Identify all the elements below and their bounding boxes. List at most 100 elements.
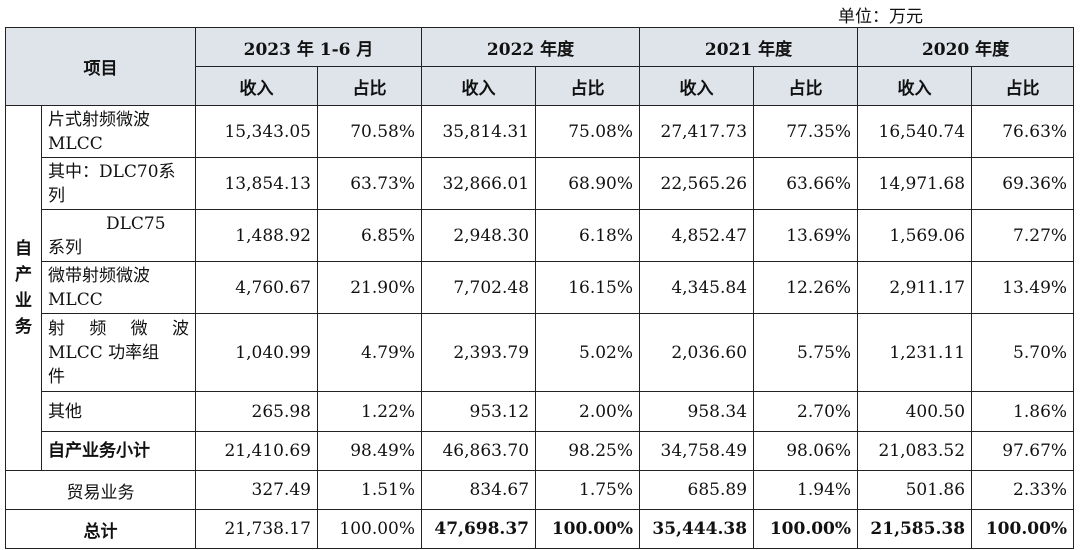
cell-value: 100.00% xyxy=(535,509,641,549)
table-row: 射 频 微 波 MLCC 功率组 件 1,040.99 4.79% 2,393.… xyxy=(6,313,1075,392)
cell-value: 2,393.79 xyxy=(421,313,537,392)
cell-value: 46,863.70 xyxy=(421,431,537,471)
cell-value: 2.33% xyxy=(971,470,1075,510)
cell-value: 47,698.37 xyxy=(421,509,537,549)
cell-value: 35,444.38 xyxy=(639,509,755,549)
cell-value: 1.22% xyxy=(316,391,423,432)
header-revenue: 收入 xyxy=(421,66,537,106)
cell-value: 15,343.05 xyxy=(195,105,318,158)
cell-value: 13.49% xyxy=(971,261,1075,314)
row-label: 自产业务小计 xyxy=(41,431,196,471)
group-label-self-produced: 自产业务 xyxy=(5,105,42,471)
cell-value: 1.94% xyxy=(753,470,859,510)
row-label: 片式射频微波MLCC xyxy=(41,105,196,158)
header-row-metrics: 收入 占比 收入 占比 收入 占比 收入 占比 xyxy=(6,66,1075,106)
header-ratio: 占比 xyxy=(535,66,641,106)
cell-value: 7.27% xyxy=(971,209,1075,262)
cell-value: 69.36% xyxy=(971,157,1075,210)
cell-value: 100.00% xyxy=(971,509,1075,549)
cell-value: 2.00% xyxy=(535,391,641,432)
header-ratio: 占比 xyxy=(316,66,423,106)
row-label-line: MLCC 功率组 xyxy=(48,342,160,363)
cell-value: 14,971.68 xyxy=(857,157,973,210)
cell-value: 63.66% xyxy=(753,157,859,210)
cell-value: 16,540.74 xyxy=(857,105,973,158)
cell-value: 2.70% xyxy=(753,391,859,432)
cell-value: 4,345.84 xyxy=(639,261,755,314)
row-label: 微带射频微波MLCC xyxy=(41,261,196,314)
cell-value: 97.67% xyxy=(971,431,1075,471)
cell-value: 6.85% xyxy=(316,209,423,262)
cell-value: 1,040.99 xyxy=(195,313,318,392)
cell-value: 77.35% xyxy=(753,105,859,158)
table-row: 微带射频微波MLCC 4,760.67 21.90% 7,702.48 16.1… xyxy=(6,261,1075,314)
cell-value: 16.15% xyxy=(535,261,641,314)
cell-value: 1.86% xyxy=(971,391,1075,432)
cell-value: 1.75% xyxy=(535,470,641,510)
header-period: 2023 年 1-6 月 xyxy=(194,27,423,67)
row-label: 其他 xyxy=(41,391,196,432)
table-row: 其中：DLC70系列 13,854.13 63.73% 32,866.01 68… xyxy=(6,157,1075,210)
cell-value: 2,948.30 xyxy=(421,209,537,262)
header-ratio: 占比 xyxy=(753,66,859,106)
row-label-line: DLC75 xyxy=(106,213,166,234)
cell-value: 4,852.47 xyxy=(639,209,755,262)
cell-value: 98.49% xyxy=(316,431,423,471)
row-label: 其中：DLC70系列 xyxy=(41,157,196,210)
cell-value: 327.49 xyxy=(195,470,318,510)
header-row-periods: 项目 2023 年 1-6 月 2022 年度 2021 年度 2020 年度 xyxy=(5,27,1075,106)
cell-value: 2,911.17 xyxy=(857,261,973,314)
table-row-trade: 贸易业务 327.49 1.51% 834.67 1.75% 685.89 1.… xyxy=(5,470,1075,510)
table-row: 自产业务 片式射频微波MLCC 15,343.05 70.58% 35,814.… xyxy=(5,105,1075,471)
cell-value: 1,488.92 xyxy=(195,209,318,262)
header-period: 2021 年度 xyxy=(639,27,859,67)
cell-value: 34,758.49 xyxy=(639,431,755,471)
cell-value: 1.51% xyxy=(316,470,423,510)
row-label-line: 件 xyxy=(48,366,65,387)
header-revenue: 收入 xyxy=(857,66,973,106)
revenue-table: 项目 2023 年 1-6 月 2022 年度 2021 年度 2020 年度 … xyxy=(5,27,1075,549)
cell-value: 2,036.60 xyxy=(639,313,755,392)
cell-value: 1,231.11 xyxy=(857,313,973,392)
cell-value: 5.70% xyxy=(971,313,1075,392)
cell-value: 98.06% xyxy=(753,431,859,471)
header-ratio: 占比 xyxy=(971,66,1075,106)
header-period: 2022 年度 xyxy=(421,27,641,67)
table-row: 其他 265.98 1.22% 953.12 2.00% 958.34 2.70… xyxy=(6,391,1075,432)
cell-value: 100.00% xyxy=(753,509,859,549)
cell-value: 400.50 xyxy=(857,391,973,432)
cell-value: 13.69% xyxy=(753,209,859,262)
cell-value: 501.86 xyxy=(857,470,973,510)
cell-value: 4.79% xyxy=(316,313,423,392)
row-label: 贸易业务 xyxy=(5,470,196,510)
cell-value: 75.08% xyxy=(535,105,641,158)
cell-value: 21,083.52 xyxy=(857,431,973,471)
row-label: DLC75 系列 xyxy=(41,209,196,262)
cell-value: 21,585.38 xyxy=(857,509,973,549)
table-row-subtotal: 自产业务小计 21,410.69 98.49% 46,863.70 98.25%… xyxy=(6,431,1075,471)
cell-value: 100.00% xyxy=(316,509,423,549)
cell-value: 6.18% xyxy=(535,209,641,262)
row-label: 总计 xyxy=(5,509,196,549)
header-item: 项目 xyxy=(5,27,196,106)
cell-value: 21,410.69 xyxy=(195,431,318,471)
row-label: 射 频 微 波 MLCC 功率组 件 xyxy=(41,313,196,392)
header-period: 2020 年度 xyxy=(857,27,1075,67)
cell-value: 32,866.01 xyxy=(421,157,537,210)
cell-value: 265.98 xyxy=(195,391,318,432)
cell-value: 35,814.31 xyxy=(421,105,537,158)
cell-value: 63.73% xyxy=(316,157,423,210)
cell-value: 4,760.67 xyxy=(195,261,318,314)
cell-value: 12.26% xyxy=(753,261,859,314)
cell-value: 22,565.26 xyxy=(639,157,755,210)
cell-value: 953.12 xyxy=(421,391,537,432)
cell-value: 5.02% xyxy=(535,313,641,392)
cell-value: 5.75% xyxy=(753,313,859,392)
unit-label: 单位：万元 xyxy=(838,7,923,27)
header-revenue: 收入 xyxy=(639,66,755,106)
table-row-total: 总计 21,738.17 100.00% 47,698.37 100.00% 3… xyxy=(5,509,1075,549)
row-label-line: 射 频 微 波 xyxy=(48,318,189,339)
cell-value: 21,738.17 xyxy=(195,509,318,549)
cell-value: 7,702.48 xyxy=(421,261,537,314)
header-revenue: 收入 xyxy=(195,66,318,106)
